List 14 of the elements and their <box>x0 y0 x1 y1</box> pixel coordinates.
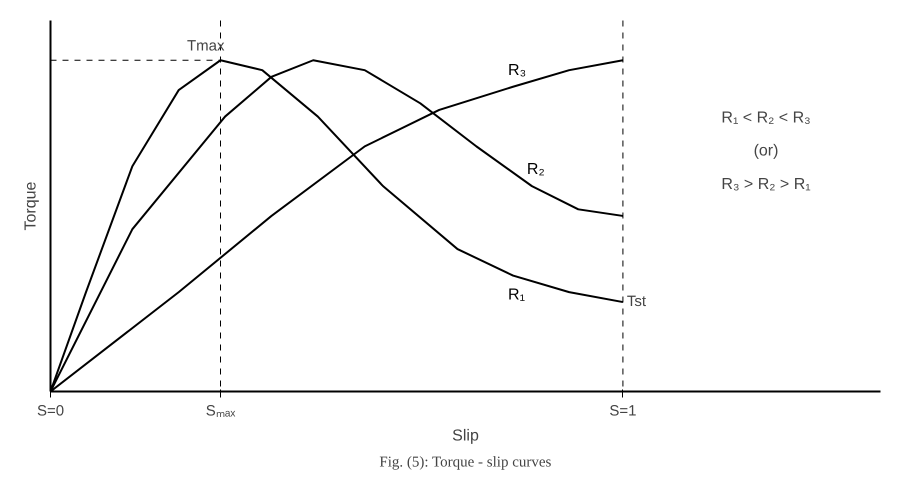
text: Fig. (5): Torque - slip curves <box>379 454 552 470</box>
annotation: Tst <box>626 293 647 310</box>
y-axis-title: Torque <box>22 181 40 230</box>
series-label: R₁ <box>508 286 525 304</box>
series-label: R₂ <box>526 161 545 178</box>
annotation: Tmax <box>187 37 226 54</box>
x-tick-label: S=1 <box>609 402 636 420</box>
annotation: R₁ < R₂ < R₃ <box>721 110 811 126</box>
x-tick-label: S=0 <box>36 402 64 420</box>
annotation: (or) <box>754 142 778 160</box>
x-axis-title: Slip <box>452 428 479 444</box>
x-tick-label: Sₘₐₓ <box>206 402 236 420</box>
series-label: R₃ <box>508 62 526 79</box>
annotation: R₃ > R₂ > R₁ <box>721 176 811 193</box>
